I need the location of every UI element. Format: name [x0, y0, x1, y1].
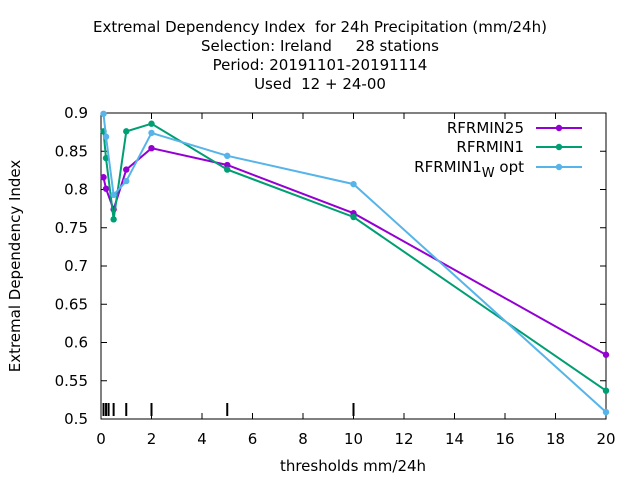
data-point: [602, 351, 610, 358]
x-tick-label: 10: [344, 430, 363, 448]
data-point: [555, 124, 563, 132]
x-tick-label: 18: [546, 430, 565, 448]
y-tick-label: 0.75: [55, 219, 88, 237]
series-1: [100, 144, 610, 358]
y-tick-label: 0.65: [55, 295, 88, 313]
data-point: [148, 144, 155, 152]
x-tick-label: 16: [495, 430, 514, 448]
legend-label: RFRMIN1: [456, 138, 524, 156]
x-axis-label: thresholds mm/24h: [280, 457, 426, 475]
series-line: [102, 122, 607, 392]
legend-label: RFRMIN25: [447, 119, 524, 137]
y-tick-label: 0.85: [55, 142, 88, 160]
y-tick-label: 0.8: [64, 181, 88, 199]
series-3: [100, 110, 610, 416]
data-point: [148, 129, 155, 137]
data-point: [100, 110, 107, 117]
series-line: [102, 113, 607, 413]
chart-title-line-2: Selection: Ireland 28 stations: [201, 37, 439, 55]
x-tick-label: 2: [147, 430, 157, 448]
x-tick-label: 14: [445, 430, 464, 448]
data-point: [224, 152, 231, 160]
plot-frame: [100, 112, 607, 420]
x-tick-label: 6: [248, 430, 258, 448]
y-tick-label: 0.55: [55, 372, 88, 390]
data-point: [555, 163, 563, 171]
threshold-marks: [102, 403, 355, 416]
data-point: [148, 120, 155, 127]
data-point: [102, 185, 110, 192]
data-point: [102, 133, 110, 140]
data-point: [110, 216, 117, 223]
data-point: [350, 213, 357, 221]
x-tick-label: 12: [394, 430, 413, 448]
legend-entry: RFRMIN25: [447, 119, 582, 137]
legend-entry: RFRMIN1: [456, 138, 582, 156]
chart-title-line-4: Used 12 + 24-00: [254, 75, 386, 93]
x-tick-label: 8: [298, 430, 308, 448]
data-point: [100, 174, 107, 181]
data-point: [110, 191, 117, 199]
data-point: [350, 180, 357, 188]
data-point: [555, 143, 563, 151]
legend-label: RFRMIN1W opt: [414, 158, 524, 181]
data-point: [123, 177, 130, 185]
y-tick-label: 0.5: [64, 410, 88, 428]
series-line: [102, 147, 607, 356]
data-point: [123, 166, 130, 173]
data-point: [224, 166, 231, 173]
x-tick-label: 0: [96, 430, 106, 448]
tick-labels: 0 2 4 6 8 10 12 14 16 18 20 0.5 0.55 0.6 0.65 0.7 0.75 0.…: [55, 104, 616, 448]
x-tick-label: 20: [596, 430, 615, 448]
y-axis-label: Extremal Dependency Index: [6, 160, 24, 373]
data-point: [602, 408, 610, 416]
series-2: [100, 120, 610, 394]
data-point: [224, 161, 231, 169]
series-layer: [100, 110, 610, 416]
chart-title-line-1: Extremal Dependency Index for 24h Precip…: [93, 18, 547, 36]
y-tick-label: 0.7: [64, 257, 88, 275]
legend-entry: RFRMIN1W opt: [414, 158, 582, 181]
x-tick-label: 4: [197, 430, 207, 448]
y-tick-label: 0.9: [64, 104, 88, 122]
y-tick-label: 0.6: [64, 334, 88, 352]
data-point: [123, 128, 130, 135]
axis-ticks: [100, 112, 607, 420]
data-point: [602, 387, 610, 394]
chart-title-line-3: Period: 20191101-20191114: [212, 56, 428, 74]
